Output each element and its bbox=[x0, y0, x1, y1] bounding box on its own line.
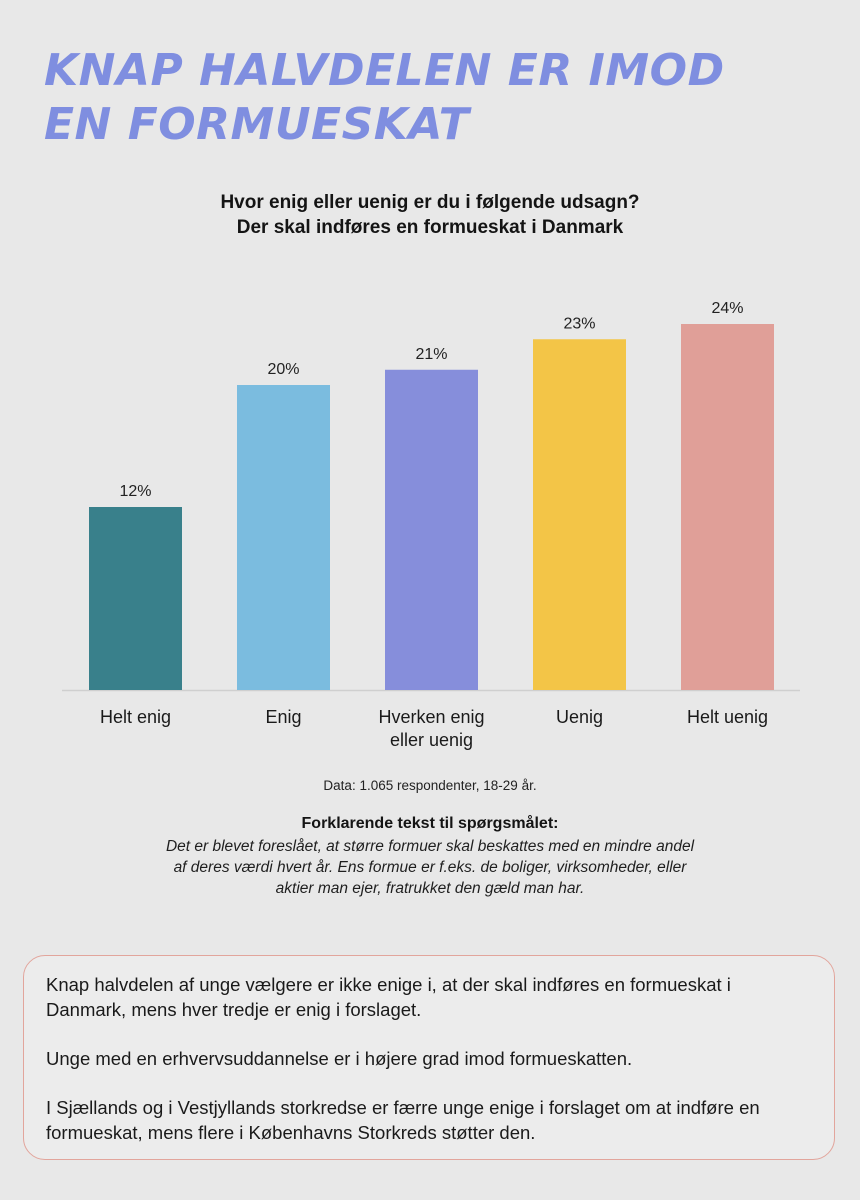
category-tick-label: Helt uenig bbox=[687, 707, 768, 727]
summary-paragraph-2: Unge med en erhvervsuddannelse er i høje… bbox=[46, 1048, 633, 1069]
headline-line-2: EN FORMUESKAT bbox=[44, 99, 470, 150]
explanation-text: Det er blevet foreslået, at større formu… bbox=[100, 836, 760, 899]
bar bbox=[533, 339, 626, 690]
bar-chart: 12% Helt enig 20% Enig 21% Hverken enig eller … bbox=[62, 300, 800, 750]
data-label: 21% bbox=[415, 346, 447, 363]
category-tick-label: Helt enig bbox=[100, 707, 171, 727]
explanation-line-1: Det er blevet foreslået, at større formu… bbox=[165, 838, 695, 855]
explanation-title: Forklarende tekst til spørgsmålet: bbox=[301, 815, 559, 832]
summary-paragraph-3: I Sjællands og i Vestjyllands storkredse… bbox=[46, 1097, 760, 1143]
category-tick-label: eller uenig bbox=[390, 730, 473, 750]
chart-question-line-1: Hvor enig eller uenig er du i følgende u… bbox=[220, 192, 640, 213]
category-tick-label: Hverken enig bbox=[378, 707, 484, 727]
data-label: 24% bbox=[711, 300, 743, 317]
bar bbox=[385, 369, 478, 690]
data-label: 20% bbox=[267, 361, 299, 378]
bar bbox=[89, 507, 182, 690]
headline-line-1: KNAP HALVDELEN ER IMOD bbox=[44, 45, 725, 96]
explanation-line-3: aktier man ejer, fratrukket den gæld man… bbox=[275, 880, 585, 897]
chart-question-line-2: Der skal indføres en formueskat i Danmar… bbox=[236, 217, 624, 238]
bar bbox=[681, 324, 774, 690]
bar bbox=[237, 385, 330, 690]
summary-box: Knap halvdelen af unge vælgere er ikke e… bbox=[23, 955, 835, 1160]
summary-paragraph-1: Knap halvdelen af unge vælgere er ikke e… bbox=[46, 974, 731, 1020]
explanation-line-2: af deres værdi hvert år. Ens formue er f… bbox=[173, 859, 687, 876]
category-tick-label: Enig bbox=[265, 707, 301, 727]
category-tick-label: Uenig bbox=[556, 707, 603, 727]
data-label: 23% bbox=[563, 315, 595, 332]
headline: KNAP HALVDELEN ER IMOD EN FORMUESKAT bbox=[44, 44, 824, 152]
data-source-note: Data: 1.065 respondenter, 18-29 år. bbox=[323, 778, 537, 793]
data-label: 12% bbox=[119, 483, 151, 500]
